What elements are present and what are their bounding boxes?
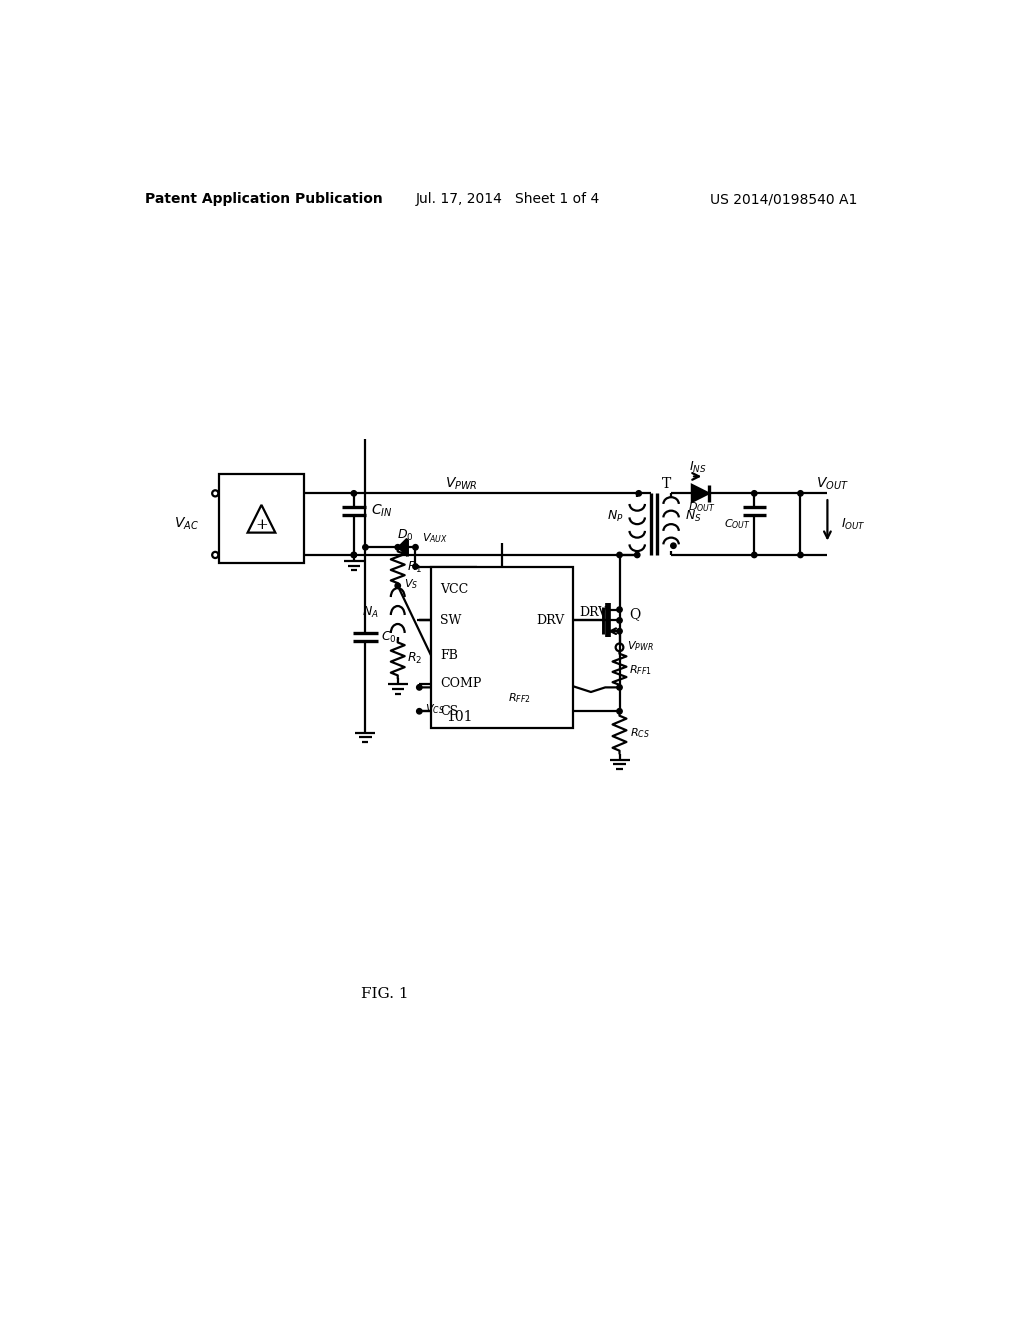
Circle shape (413, 564, 418, 569)
Circle shape (417, 709, 422, 714)
Text: 101: 101 (446, 710, 473, 723)
Text: $V_{AC}$: $V_{AC}$ (174, 516, 200, 532)
Bar (431, 566, 573, 729)
Text: VCC: VCC (440, 583, 468, 597)
Circle shape (413, 545, 418, 550)
Circle shape (351, 491, 356, 496)
Text: $R_2$: $R_2$ (407, 651, 422, 667)
Circle shape (636, 491, 641, 496)
Circle shape (616, 709, 623, 714)
Circle shape (616, 618, 623, 623)
Circle shape (395, 583, 400, 589)
Circle shape (671, 543, 676, 548)
Circle shape (616, 552, 623, 557)
Text: $V_{CS}$: $V_{CS}$ (425, 702, 445, 715)
Circle shape (362, 545, 368, 550)
Text: $D_0$: $D_0$ (397, 528, 414, 544)
Text: DRV: DRV (580, 606, 607, 619)
Text: $R_{FF2}$: $R_{FF2}$ (508, 692, 530, 705)
Text: $R_{FF1}$: $R_{FF1}$ (629, 663, 651, 677)
Text: SW: SW (440, 614, 462, 627)
Text: US 2014/0198540 A1: US 2014/0198540 A1 (710, 193, 857, 206)
Text: $R_{CS}$: $R_{CS}$ (631, 726, 650, 739)
Circle shape (395, 545, 400, 550)
Text: $C_{IN}$: $C_{IN}$ (371, 503, 392, 519)
Circle shape (798, 552, 803, 557)
Circle shape (417, 685, 422, 690)
Text: Patent Application Publication: Patent Application Publication (144, 193, 383, 206)
Text: FIG. 1: FIG. 1 (360, 987, 409, 1001)
Text: $V_{OUT}$: $V_{OUT}$ (816, 477, 849, 492)
Circle shape (616, 685, 623, 690)
Text: $D_{OUT}$: $D_{OUT}$ (688, 500, 716, 513)
Text: $V_{PWR}$: $V_{PWR}$ (628, 639, 654, 652)
Text: Jul. 17, 2014   Sheet 1 of 4: Jul. 17, 2014 Sheet 1 of 4 (416, 193, 600, 206)
Bar (219, 474, 304, 562)
Circle shape (635, 552, 640, 557)
Text: $I_{OUT}$: $I_{OUT}$ (842, 516, 866, 532)
Text: +: + (255, 517, 268, 532)
Circle shape (351, 552, 356, 557)
Text: $C_{OUT}$: $C_{OUT}$ (724, 517, 751, 531)
Text: $I_{NS}$: $I_{NS}$ (689, 461, 707, 475)
Text: CS: CS (440, 705, 458, 718)
Text: Q: Q (629, 607, 640, 622)
Circle shape (616, 628, 623, 634)
Text: COMP: COMP (440, 677, 481, 690)
Circle shape (616, 607, 623, 612)
Text: FB: FB (440, 648, 458, 661)
Text: T: T (662, 477, 671, 491)
Circle shape (351, 552, 356, 557)
Text: $C_0$: $C_0$ (381, 630, 396, 645)
Circle shape (798, 491, 803, 496)
Text: $V_S$: $V_S$ (403, 577, 418, 591)
Text: $N_A$: $N_A$ (361, 605, 379, 620)
Polygon shape (692, 484, 709, 502)
Text: $N_P$: $N_P$ (607, 510, 624, 524)
Circle shape (752, 552, 757, 557)
Text: $V_{AUX}$: $V_{AUX}$ (422, 531, 447, 545)
Polygon shape (398, 539, 407, 556)
Circle shape (752, 491, 757, 496)
Text: $V_{PWR}$: $V_{PWR}$ (445, 477, 478, 492)
Text: $R_1$: $R_1$ (407, 560, 423, 574)
Text: DRV: DRV (536, 614, 564, 627)
Text: $N_S$: $N_S$ (685, 510, 701, 524)
